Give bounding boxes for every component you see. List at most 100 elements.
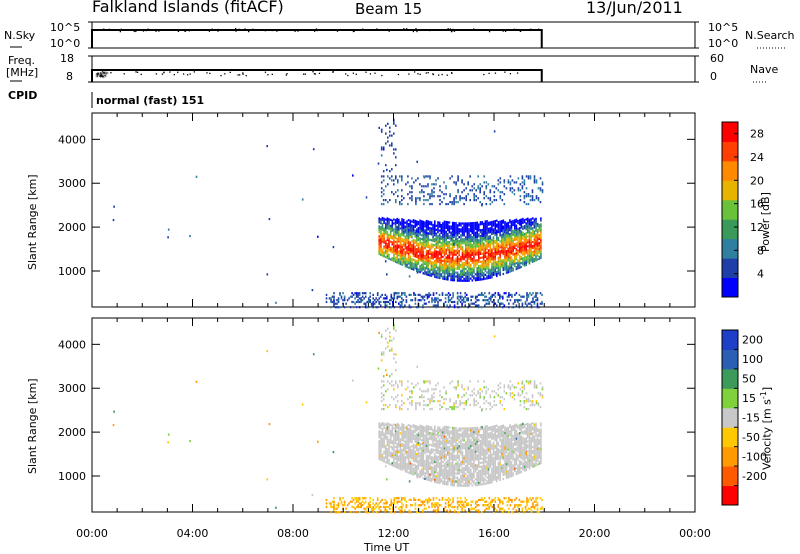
data-cell <box>465 482 467 485</box>
data-cell <box>451 448 454 451</box>
data-cell <box>489 270 492 273</box>
data-cell <box>434 299 436 302</box>
data-cell <box>427 222 429 225</box>
data-cell <box>450 297 453 300</box>
nsky-point <box>502 30 504 32</box>
data-cell <box>530 241 532 244</box>
data-cell <box>457 177 459 180</box>
data-cell <box>455 239 457 243</box>
data-cell <box>487 257 490 260</box>
data-cell <box>486 438 488 442</box>
data-cell <box>438 450 441 453</box>
data-cell <box>406 222 408 225</box>
data-cell <box>380 195 383 198</box>
data-cell <box>527 241 529 244</box>
data-cell <box>462 300 465 304</box>
data-cell <box>414 255 416 258</box>
data-cell <box>500 226 503 229</box>
data-cell <box>455 226 457 229</box>
data-cell <box>502 233 505 236</box>
data-cell <box>478 276 480 279</box>
data-cell <box>469 478 472 481</box>
data-cell <box>369 292 371 295</box>
data-cell <box>437 426 439 429</box>
data-cell <box>499 473 501 476</box>
data-cell <box>333 295 335 298</box>
data-cell <box>443 197 445 200</box>
data-cell <box>424 459 426 463</box>
data-cell <box>533 218 536 221</box>
data-cell <box>434 431 436 434</box>
data-cell <box>426 293 429 296</box>
data-cell <box>474 478 477 481</box>
data-cell <box>404 436 407 439</box>
data-cell <box>479 451 482 455</box>
data-cell <box>443 230 446 233</box>
data-cell <box>412 469 415 472</box>
data-cell <box>425 261 428 264</box>
data-cell <box>385 256 387 259</box>
data-cell <box>491 461 493 464</box>
data-cell <box>518 227 521 230</box>
data-cell <box>424 254 426 258</box>
data-cell <box>401 304 403 307</box>
data-cell <box>492 433 495 436</box>
data-cell <box>469 470 472 473</box>
data-cell <box>479 276 482 279</box>
data-cell <box>402 256 405 259</box>
data-cell <box>497 252 500 255</box>
data-cell <box>380 425 382 428</box>
data-cell <box>463 258 465 261</box>
nsky-point <box>217 28 219 31</box>
data-cell <box>363 297 365 300</box>
data-cell <box>482 274 485 277</box>
nsky-point <box>509 29 512 31</box>
data-cell <box>470 299 472 302</box>
data-cell <box>376 292 379 295</box>
data-cell <box>479 278 482 281</box>
data-cell <box>394 455 397 458</box>
data-cell <box>432 239 434 242</box>
data-cell <box>469 226 472 229</box>
data-cell <box>487 446 490 449</box>
data-cell <box>386 221 389 224</box>
data-cell <box>494 425 496 428</box>
data-cell <box>434 464 436 468</box>
data-cell <box>440 251 443 254</box>
data-cell <box>477 187 479 190</box>
data-cell <box>447 292 450 295</box>
data-cell <box>473 277 475 280</box>
data-cell <box>384 293 387 296</box>
data-cell <box>512 302 515 305</box>
data-cell <box>473 239 475 242</box>
data-cell <box>476 478 478 481</box>
data-cell <box>437 274 439 277</box>
data-cell <box>494 226 496 229</box>
data-cell <box>429 425 431 429</box>
data-cell <box>370 304 373 307</box>
data-cell <box>442 445 444 448</box>
data-cell <box>473 470 475 473</box>
data-cell <box>523 306 525 309</box>
data-cell <box>512 237 514 240</box>
data-cell <box>449 193 451 196</box>
data-cell <box>507 255 509 258</box>
data-cell <box>424 440 426 443</box>
data-cell <box>386 244 389 248</box>
data-cell <box>385 455 387 458</box>
data-cell <box>407 248 410 251</box>
data-cell <box>402 445 405 448</box>
data-cell <box>488 300 491 304</box>
data-cell <box>421 189 423 192</box>
data-cell <box>461 470 464 474</box>
data-cell <box>502 247 505 250</box>
data-cell <box>393 122 395 125</box>
data-cell <box>405 295 408 298</box>
data-cell <box>518 237 521 240</box>
data-cell <box>417 463 420 466</box>
data-cell <box>505 254 508 257</box>
data-cell <box>479 444 482 447</box>
data-cell <box>455 440 457 444</box>
data-cell <box>434 240 436 243</box>
data-cell <box>503 181 506 184</box>
